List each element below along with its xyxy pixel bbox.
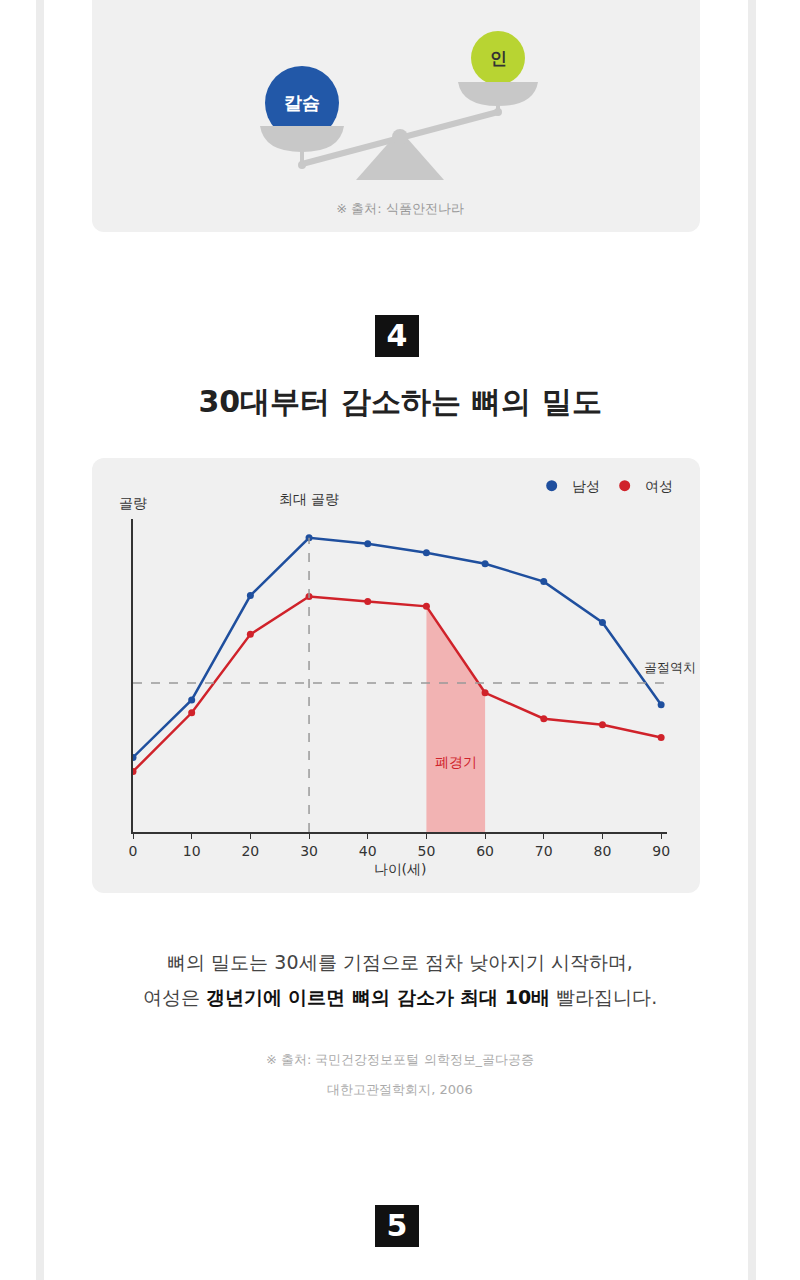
svg-text:골절역치: 골절역치	[644, 660, 696, 675]
svg-text:80: 80	[594, 843, 612, 859]
svg-text:0: 0	[129, 843, 138, 859]
svg-text:골량: 골량	[119, 495, 147, 511]
svg-text:남성: 남성	[572, 478, 600, 494]
svg-text:나이(세): 나이(세)	[374, 861, 427, 877]
html-text:※ 출처: 국민건강정보포털 의학정보_골다공증: ※ 출처: 국민건강정보포털 의학정보_골다공증	[265, 1052, 535, 1067]
svg-text:칼슘: 칼슘	[284, 92, 320, 113]
svg-text:최대 골량: 최대 골량	[279, 491, 339, 507]
svg-text:70: 70	[535, 843, 553, 859]
svg-text:인: 인	[490, 48, 507, 68]
svg-text:여성: 여성	[645, 478, 673, 494]
svg-text:20: 20	[241, 843, 259, 859]
svg-text:50: 50	[417, 843, 435, 859]
svg-text:※ 출처: 식품안전나라: ※ 출처: 식품안전나라	[336, 201, 464, 216]
svg-text:30: 30	[300, 843, 318, 859]
html-text:뼈의 밀도는 30세를 기점으로 점차 낮아지기 시작하며,: 뼈의 밀도는 30세를 기점으로 점차 낮아지기 시작하며,	[167, 951, 633, 973]
html-text:대한고관절학회지, 2006: 대한고관절학회지, 2006	[327, 1082, 473, 1097]
html-text:4: 4	[386, 318, 408, 353]
html-text:여성은갱년기에 이르면 뼈의 감소가 최대 10배빨라집니다: 여성은갱년기에 이르면 뼈의 감소가 최대 10배빨라집니다.	[142, 986, 658, 1008]
svg-text:10: 10	[183, 843, 201, 859]
html-text:30대부터 감소하는 뼈의 밀도: 30대부터 감소하는 뼈의 밀도	[198, 384, 602, 419]
svg-text:90: 90	[652, 843, 670, 859]
svg-text:60: 60	[476, 843, 494, 859]
svg-text:폐경기: 폐경기	[435, 754, 477, 770]
html-text:5: 5	[386, 1208, 408, 1243]
svg-text:40: 40	[359, 843, 377, 859]
